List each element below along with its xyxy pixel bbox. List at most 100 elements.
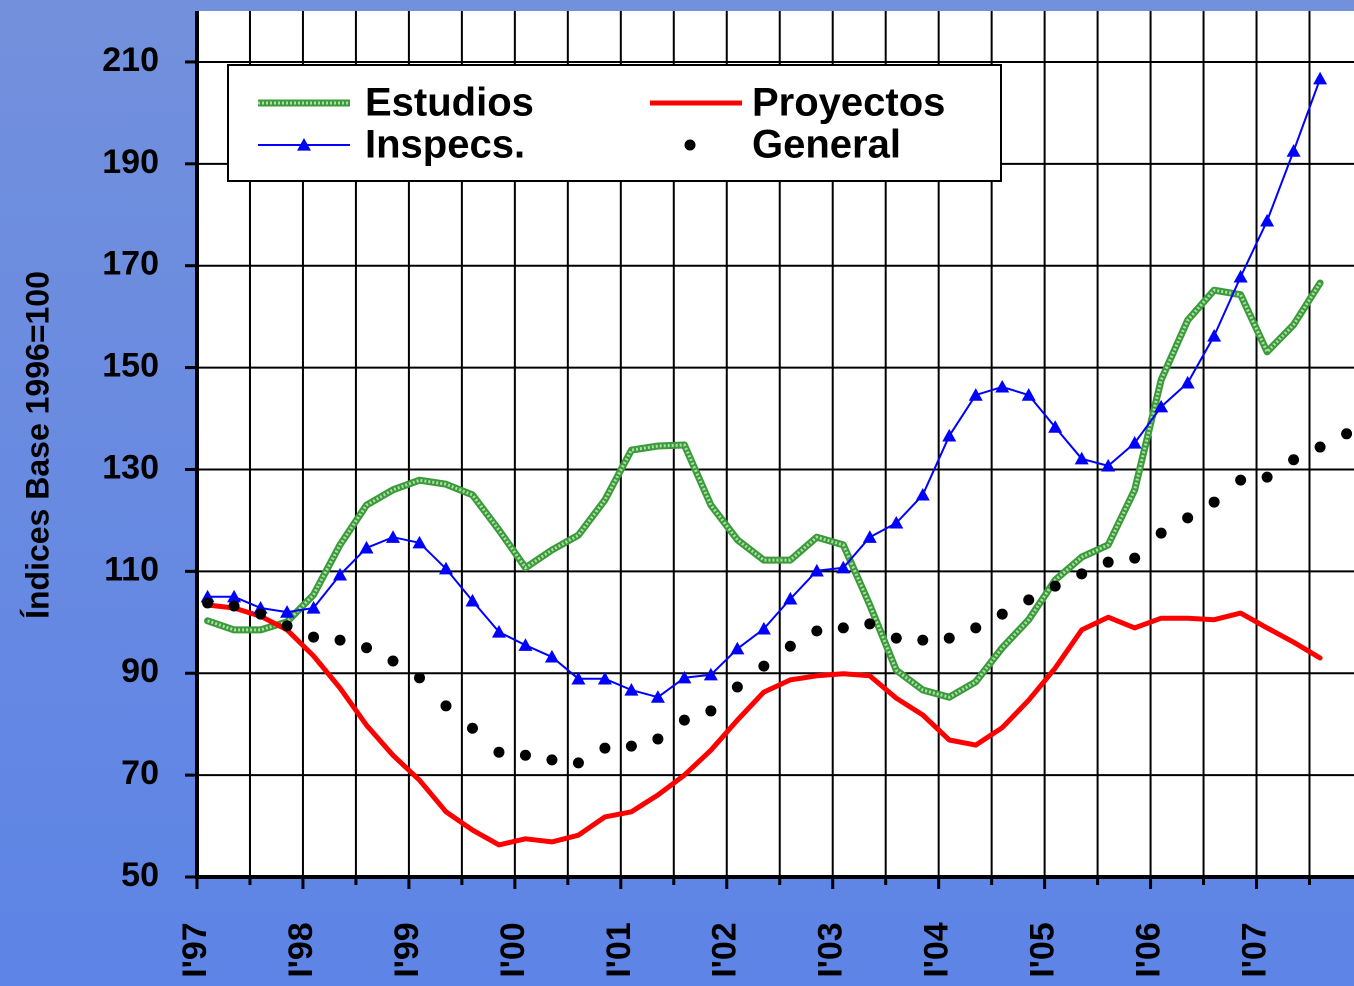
x-tick-label: I'99 <box>388 922 426 977</box>
point <box>281 620 293 632</box>
marker <box>624 683 639 696</box>
point <box>811 625 823 637</box>
point <box>1261 471 1273 483</box>
marker <box>306 601 321 614</box>
marker <box>1233 269 1248 283</box>
point <box>996 608 1008 620</box>
point <box>228 600 240 612</box>
point <box>440 700 452 712</box>
point <box>837 622 849 634</box>
point <box>970 622 982 634</box>
legend-swatch <box>684 139 696 151</box>
marker <box>1207 329 1222 342</box>
point <box>1182 512 1194 524</box>
point <box>625 740 637 752</box>
y-axis-label: Índices Base 1996=100 <box>19 271 55 619</box>
marker <box>1101 458 1116 472</box>
marker <box>730 641 745 655</box>
marker <box>756 621 771 635</box>
point <box>943 632 955 644</box>
point <box>361 642 373 654</box>
marker <box>862 530 877 543</box>
point <box>1314 441 1326 453</box>
marker <box>412 535 427 549</box>
point <box>519 749 531 761</box>
y-tick-label: 70 <box>121 754 159 792</box>
point <box>705 705 717 717</box>
line <box>204 279 1324 701</box>
point <box>1288 454 1300 466</box>
marker <box>333 567 348 581</box>
point <box>255 608 267 620</box>
y-tick-label: 190 <box>102 143 159 181</box>
point <box>493 746 505 758</box>
marker <box>438 561 453 575</box>
marker <box>783 591 798 605</box>
point <box>678 714 690 726</box>
marker <box>942 428 957 442</box>
marker <box>465 593 480 607</box>
point <box>1155 527 1167 539</box>
point <box>599 742 611 754</box>
marker <box>359 540 374 554</box>
marker <box>597 671 612 685</box>
point <box>652 733 664 745</box>
y-tick-label: 110 <box>104 550 159 588</box>
marker <box>703 667 718 681</box>
x-tick-label: I'02 <box>706 922 744 977</box>
point <box>1076 568 1088 580</box>
legend-box <box>227 64 1002 182</box>
marker <box>677 670 692 684</box>
marker <box>915 487 930 501</box>
marker <box>491 624 506 638</box>
x-tick-label: I'06 <box>1130 922 1168 977</box>
marks <box>200 71 1353 848</box>
marker <box>1021 388 1036 401</box>
point <box>466 722 478 734</box>
x-tick-label: I'00 <box>494 922 532 977</box>
legend-label: General <box>752 123 901 167</box>
marker <box>280 605 295 618</box>
x-tick-label: I'07 <box>1236 922 1274 977</box>
y-tick-label: 50 <box>121 856 159 894</box>
marker <box>227 589 242 603</box>
point <box>1129 552 1141 564</box>
x-tick-label: I'01 <box>600 922 638 977</box>
marker <box>1127 435 1142 449</box>
x-tick-label: I'97 <box>176 922 214 977</box>
point <box>784 640 796 652</box>
point <box>864 618 876 630</box>
marker <box>1313 71 1328 85</box>
point <box>1049 580 1061 592</box>
marker <box>1260 213 1275 227</box>
point <box>1341 428 1353 440</box>
axes: 50 70 90 110 130 150 170 190 210 I'97 I'98 I'99 I'00… <box>102 11 1354 978</box>
marker <box>968 388 983 401</box>
line <box>205 602 1323 848</box>
marker <box>1154 399 1169 413</box>
point <box>1102 556 1114 568</box>
point <box>546 754 558 766</box>
marker <box>889 515 904 529</box>
point <box>202 597 214 609</box>
x-tick-label: I'98 <box>282 922 320 977</box>
marker <box>995 379 1010 393</box>
point <box>917 634 929 646</box>
marker <box>518 638 533 651</box>
legend-swatch-marker <box>297 138 311 151</box>
marker <box>1074 451 1089 465</box>
x-tick-label: I'04 <box>918 922 956 977</box>
point <box>758 660 770 672</box>
marker <box>836 560 851 574</box>
point <box>1023 594 1035 606</box>
marker <box>386 530 401 543</box>
legend: Estudios Proyectos Inspecs. General <box>227 64 1002 182</box>
y-tick-label: 90 <box>121 652 159 690</box>
marker <box>650 690 665 703</box>
point <box>1235 474 1247 486</box>
x-tick-label: I'03 <box>812 922 850 977</box>
point <box>414 672 425 684</box>
point <box>731 681 743 693</box>
y-tick-label: 170 <box>102 245 159 283</box>
